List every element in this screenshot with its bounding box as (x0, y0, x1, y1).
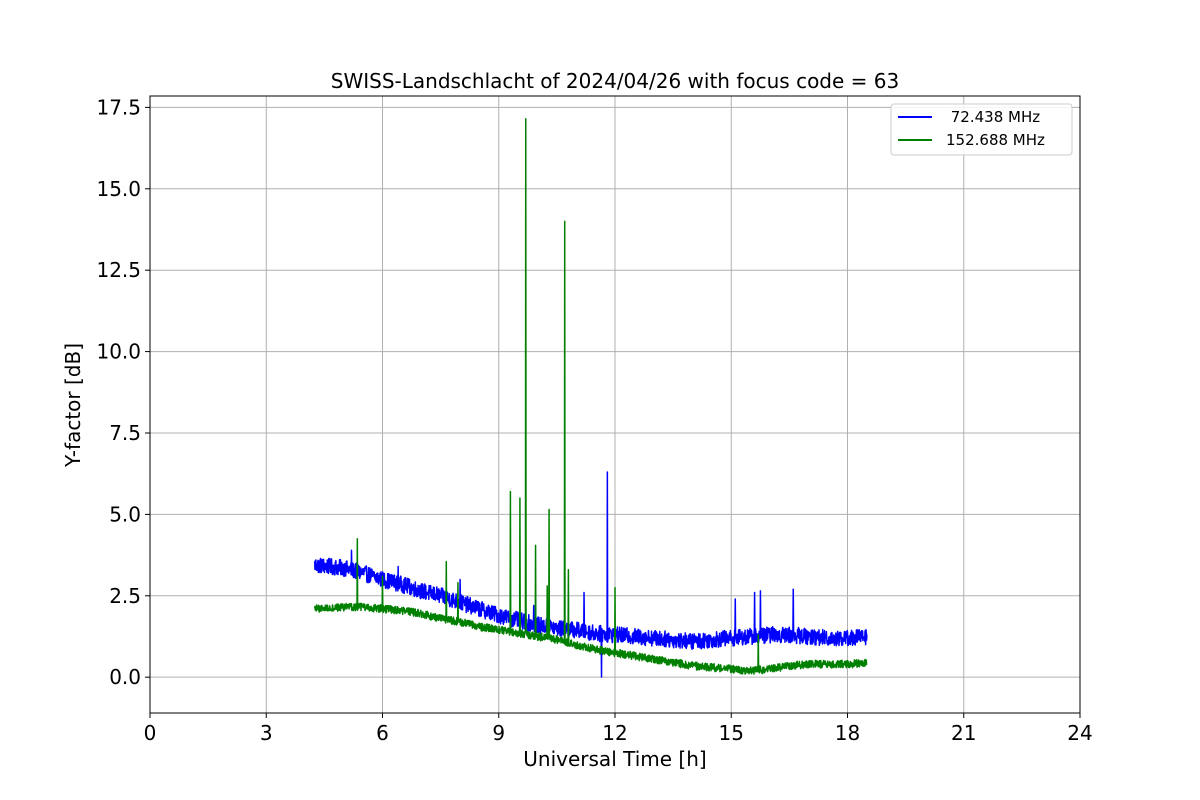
y-tick-label: 12.5 (96, 258, 141, 282)
legend: 72.438 MHz 152.688 MHz (890, 103, 1073, 156)
legend-label-152mhz: 152.688 MHz (946, 131, 1045, 149)
series-line-0 (313, 471, 868, 678)
chart-title: SWISS-Landschlacht of 2024/04/26 with fo… (331, 69, 899, 93)
x-tick-label: 24 (1067, 721, 1092, 745)
x-tick-label: 9 (492, 721, 505, 745)
y-axis: 0.0 2.5 5.0 7.5 10.0 12.5 15.0 17.5 (96, 95, 150, 689)
x-tick-label: 15 (719, 721, 744, 745)
series-layer (313, 118, 868, 678)
x-axis: 0 3 6 9 12 15 18 21 24 (144, 713, 1093, 745)
x-tick-label: 12 (602, 721, 627, 745)
y-tick-label: 17.5 (96, 95, 141, 119)
y-tick-label: 0.0 (109, 665, 141, 689)
x-tick-label: 0 (144, 721, 157, 745)
y-axis-label: Y-factor [dB] (61, 343, 85, 468)
x-tick-label: 3 (260, 721, 273, 745)
y-tick-label: 15.0 (96, 177, 141, 201)
y-tick-label: 7.5 (109, 421, 141, 445)
x-tick-label: 18 (835, 721, 860, 745)
y-tick-label: 10.0 (96, 340, 141, 364)
x-axis-label: Universal Time [h] (523, 747, 706, 771)
x-tick-label: 21 (951, 721, 976, 745)
legend-label-72mhz: 72.438 MHz (946, 108, 1040, 126)
y-tick-label: 5.0 (109, 502, 141, 526)
series-line-1 (313, 118, 868, 675)
y-tick-label: 2.5 (109, 584, 141, 608)
x-tick-label: 6 (376, 721, 389, 745)
legend-box (890, 103, 1073, 156)
